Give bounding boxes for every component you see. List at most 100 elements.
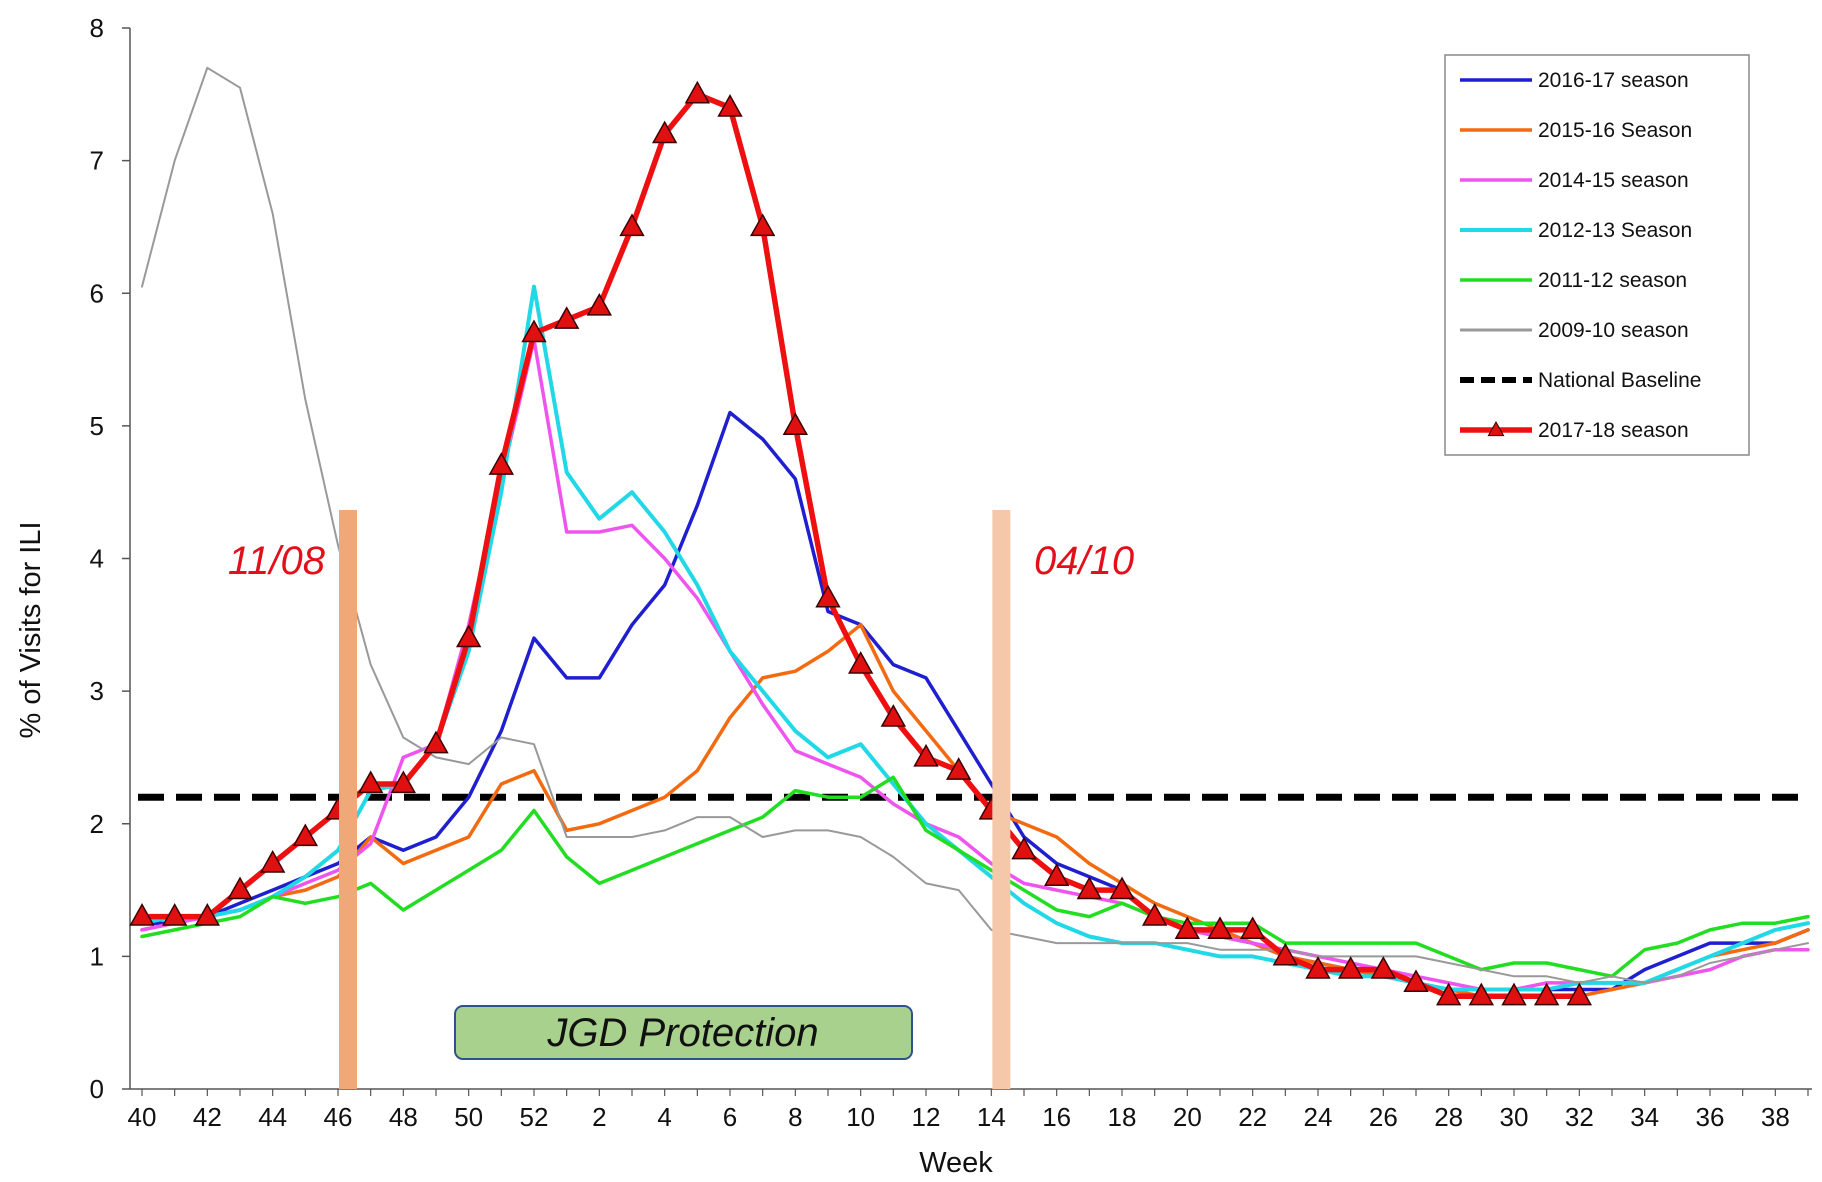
- series-layer: [129, 66, 1810, 1006]
- series-point-2017-18-season: [847, 651, 874, 674]
- series-point-2017-18-season: [129, 903, 155, 926]
- x-tick-label: 2: [592, 1102, 606, 1132]
- series-point-2017-18-season: [619, 213, 645, 237]
- series-point-2017-18-season: [945, 757, 972, 780]
- legend-label-national-baseline: National Baseline: [1538, 369, 1701, 392]
- series-point-2017-18-season: [1043, 863, 1070, 886]
- x-tick-label: 12: [912, 1102, 941, 1132]
- start-date-label: 11/08: [228, 539, 326, 583]
- x-tick-label: 28: [1434, 1102, 1463, 1132]
- series-point-2017-18-season: [259, 850, 286, 873]
- series-point-2017-18-season: [1337, 956, 1364, 979]
- y-tick-label: 3: [90, 676, 104, 706]
- y-tick-label: 0: [90, 1074, 104, 1104]
- series-point-2017-18-season: [1011, 836, 1037, 860]
- y-tick-label: 1: [90, 941, 104, 971]
- series-point-2017-18-season: [1076, 876, 1103, 900]
- series-point-2017-18-season: [913, 743, 939, 767]
- series-point-2017-18-season: [782, 412, 809, 436]
- series-point-2017-18-season: [1370, 956, 1397, 979]
- series-point-2017-18-season: [880, 704, 907, 727]
- series-point-2017-18-season: [684, 80, 711, 104]
- series-point-2017-18-season: [1174, 916, 1201, 939]
- legend-label-2012-13-season: 2012-13 Season: [1538, 219, 1692, 242]
- series-point-2017-18-season: [1566, 982, 1593, 1006]
- series-point-2017-18-season: [1435, 982, 1462, 1006]
- series-point-2017-18-season: [586, 292, 613, 316]
- x-tick-label: 42: [193, 1102, 222, 1132]
- x-tick-label: 26: [1369, 1102, 1398, 1132]
- series-point-2017-18-season: [1239, 916, 1266, 939]
- x-tick-labels: 40 42 44 46 48 50 52 2 4 6 8 10 12 14 16 18 20 22 24 26 28 30…: [128, 1102, 1790, 1132]
- x-tick-label: 4: [657, 1102, 671, 1132]
- series-point-2017-18-season: [194, 903, 221, 926]
- series-point-2017-18-season: [357, 770, 384, 794]
- y-tick-label: 6: [90, 278, 104, 308]
- x-tick-label: 48: [389, 1102, 418, 1132]
- x-tick-label: 32: [1565, 1102, 1594, 1132]
- x-tick-label: 6: [723, 1102, 737, 1132]
- x-tick-label: 44: [258, 1102, 287, 1132]
- legend-label-2016-17-season: 2016-17 season: [1538, 69, 1689, 92]
- y-tick-label: 5: [90, 411, 104, 441]
- series-point-2017-18-season: [1141, 903, 1168, 926]
- x-tick-label: 10: [846, 1102, 875, 1132]
- axes: [122, 27, 1812, 1096]
- series-point-2017-18-season: [1501, 982, 1527, 1006]
- y-tick-labels: 0 1 2 3 4 5 6 7 8: [90, 13, 104, 1104]
- x-tick-label: 8: [788, 1102, 802, 1132]
- series-line-2011-12-season: [140, 775, 1810, 979]
- x-tick-label: 40: [128, 1102, 157, 1132]
- series-point-2017-18-season: [227, 876, 253, 900]
- end-date-label: 04/10: [1034, 539, 1134, 583]
- y-tick-label: 7: [90, 146, 104, 176]
- series-point-2017-18-season: [1533, 982, 1560, 1006]
- x-tick-label: 34: [1630, 1102, 1659, 1132]
- y-tick-label: 4: [90, 544, 104, 574]
- legend: 2016-17 season 2015-16 Season 2014-15 seas…: [1444, 54, 1750, 456]
- series-point-2017-18-season: [553, 306, 580, 329]
- legend-box: [1444, 54, 1750, 456]
- x-tick-label: 50: [454, 1102, 483, 1132]
- x-tick-label: 30: [1500, 1102, 1529, 1132]
- series-point-2017-18-season: [292, 823, 319, 847]
- x-tick-label: 52: [520, 1102, 549, 1132]
- series-point-2017-18-season: [651, 120, 678, 144]
- legend-label-2014-15-season: 2014-15 season: [1538, 169, 1689, 192]
- legend-label-2009-10-season: 2009-10 season: [1538, 319, 1689, 342]
- legend-label-2011-12-season: 2011-12 season: [1538, 269, 1687, 292]
- jgd-protection-label: JGD Protection: [546, 1011, 818, 1055]
- y-tick-label: 2: [90, 809, 104, 839]
- x-tick-label: 24: [1304, 1102, 1333, 1132]
- x-tick-label: 38: [1761, 1102, 1790, 1132]
- series-point-2017-18-season: [455, 624, 482, 648]
- x-tick-label: 20: [1173, 1102, 1202, 1132]
- x-tick-label: 16: [1042, 1102, 1071, 1132]
- x-tick-label: 46: [324, 1102, 353, 1132]
- annotation-layer: 11/08 04/10 JGD Protection: [228, 510, 1134, 1089]
- series-point-2017-18-season: [1403, 969, 1429, 993]
- x-tick-label: 18: [1108, 1102, 1137, 1132]
- jgd-protection-box: [454, 1005, 913, 1060]
- series-point-2017-18-season: [423, 730, 449, 754]
- series-point-2017-18-season: [488, 452, 515, 475]
- legend-label-2015-16-season: 2015-16 Season: [1538, 119, 1692, 142]
- series-point-2017-18-season: [1109, 876, 1135, 900]
- end-date-bar: [992, 510, 1011, 1089]
- y-axis-title: % of Visits for ILI: [15, 521, 47, 738]
- series-point-2017-18-season: [1468, 982, 1495, 1006]
- x-tick-label: 22: [1238, 1102, 1267, 1132]
- series-line-2009-10-season: [141, 66, 1809, 984]
- series-point-2017-18-season: [717, 94, 743, 117]
- series-point-2017-18-season: [521, 319, 547, 343]
- series-line-2014-15-season: [140, 337, 1810, 992]
- series-point-2017-18-season: [161, 903, 188, 926]
- y-tick-label: 8: [90, 13, 104, 43]
- series-point-2017-18-season: [1305, 956, 1331, 979]
- series-point-2017-18-season: [390, 770, 417, 794]
- x-tick-label: 14: [977, 1102, 1006, 1132]
- legend-label-2017-18-season: 2017-18 season: [1538, 419, 1689, 442]
- series-point-2017-18-season: [1272, 942, 1299, 966]
- series-point-2017-18-season: [815, 584, 841, 608]
